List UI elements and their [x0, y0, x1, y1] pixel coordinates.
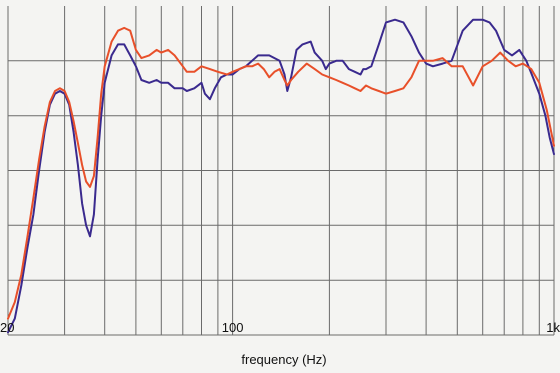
- tick-labels: 20 100 1k: [0, 320, 560, 335]
- grid: [7, 6, 555, 336]
- series-line-2: [7, 26, 555, 320]
- x-axis-title: frequency (Hz): [241, 352, 326, 367]
- x-tick-label-1k: 1k: [546, 320, 560, 335]
- x-tick-label-20: 20: [0, 320, 14, 335]
- series-group: [7, 18, 555, 334]
- x-tick-label-100: 100: [222, 320, 244, 335]
- series-line-1: [7, 18, 555, 334]
